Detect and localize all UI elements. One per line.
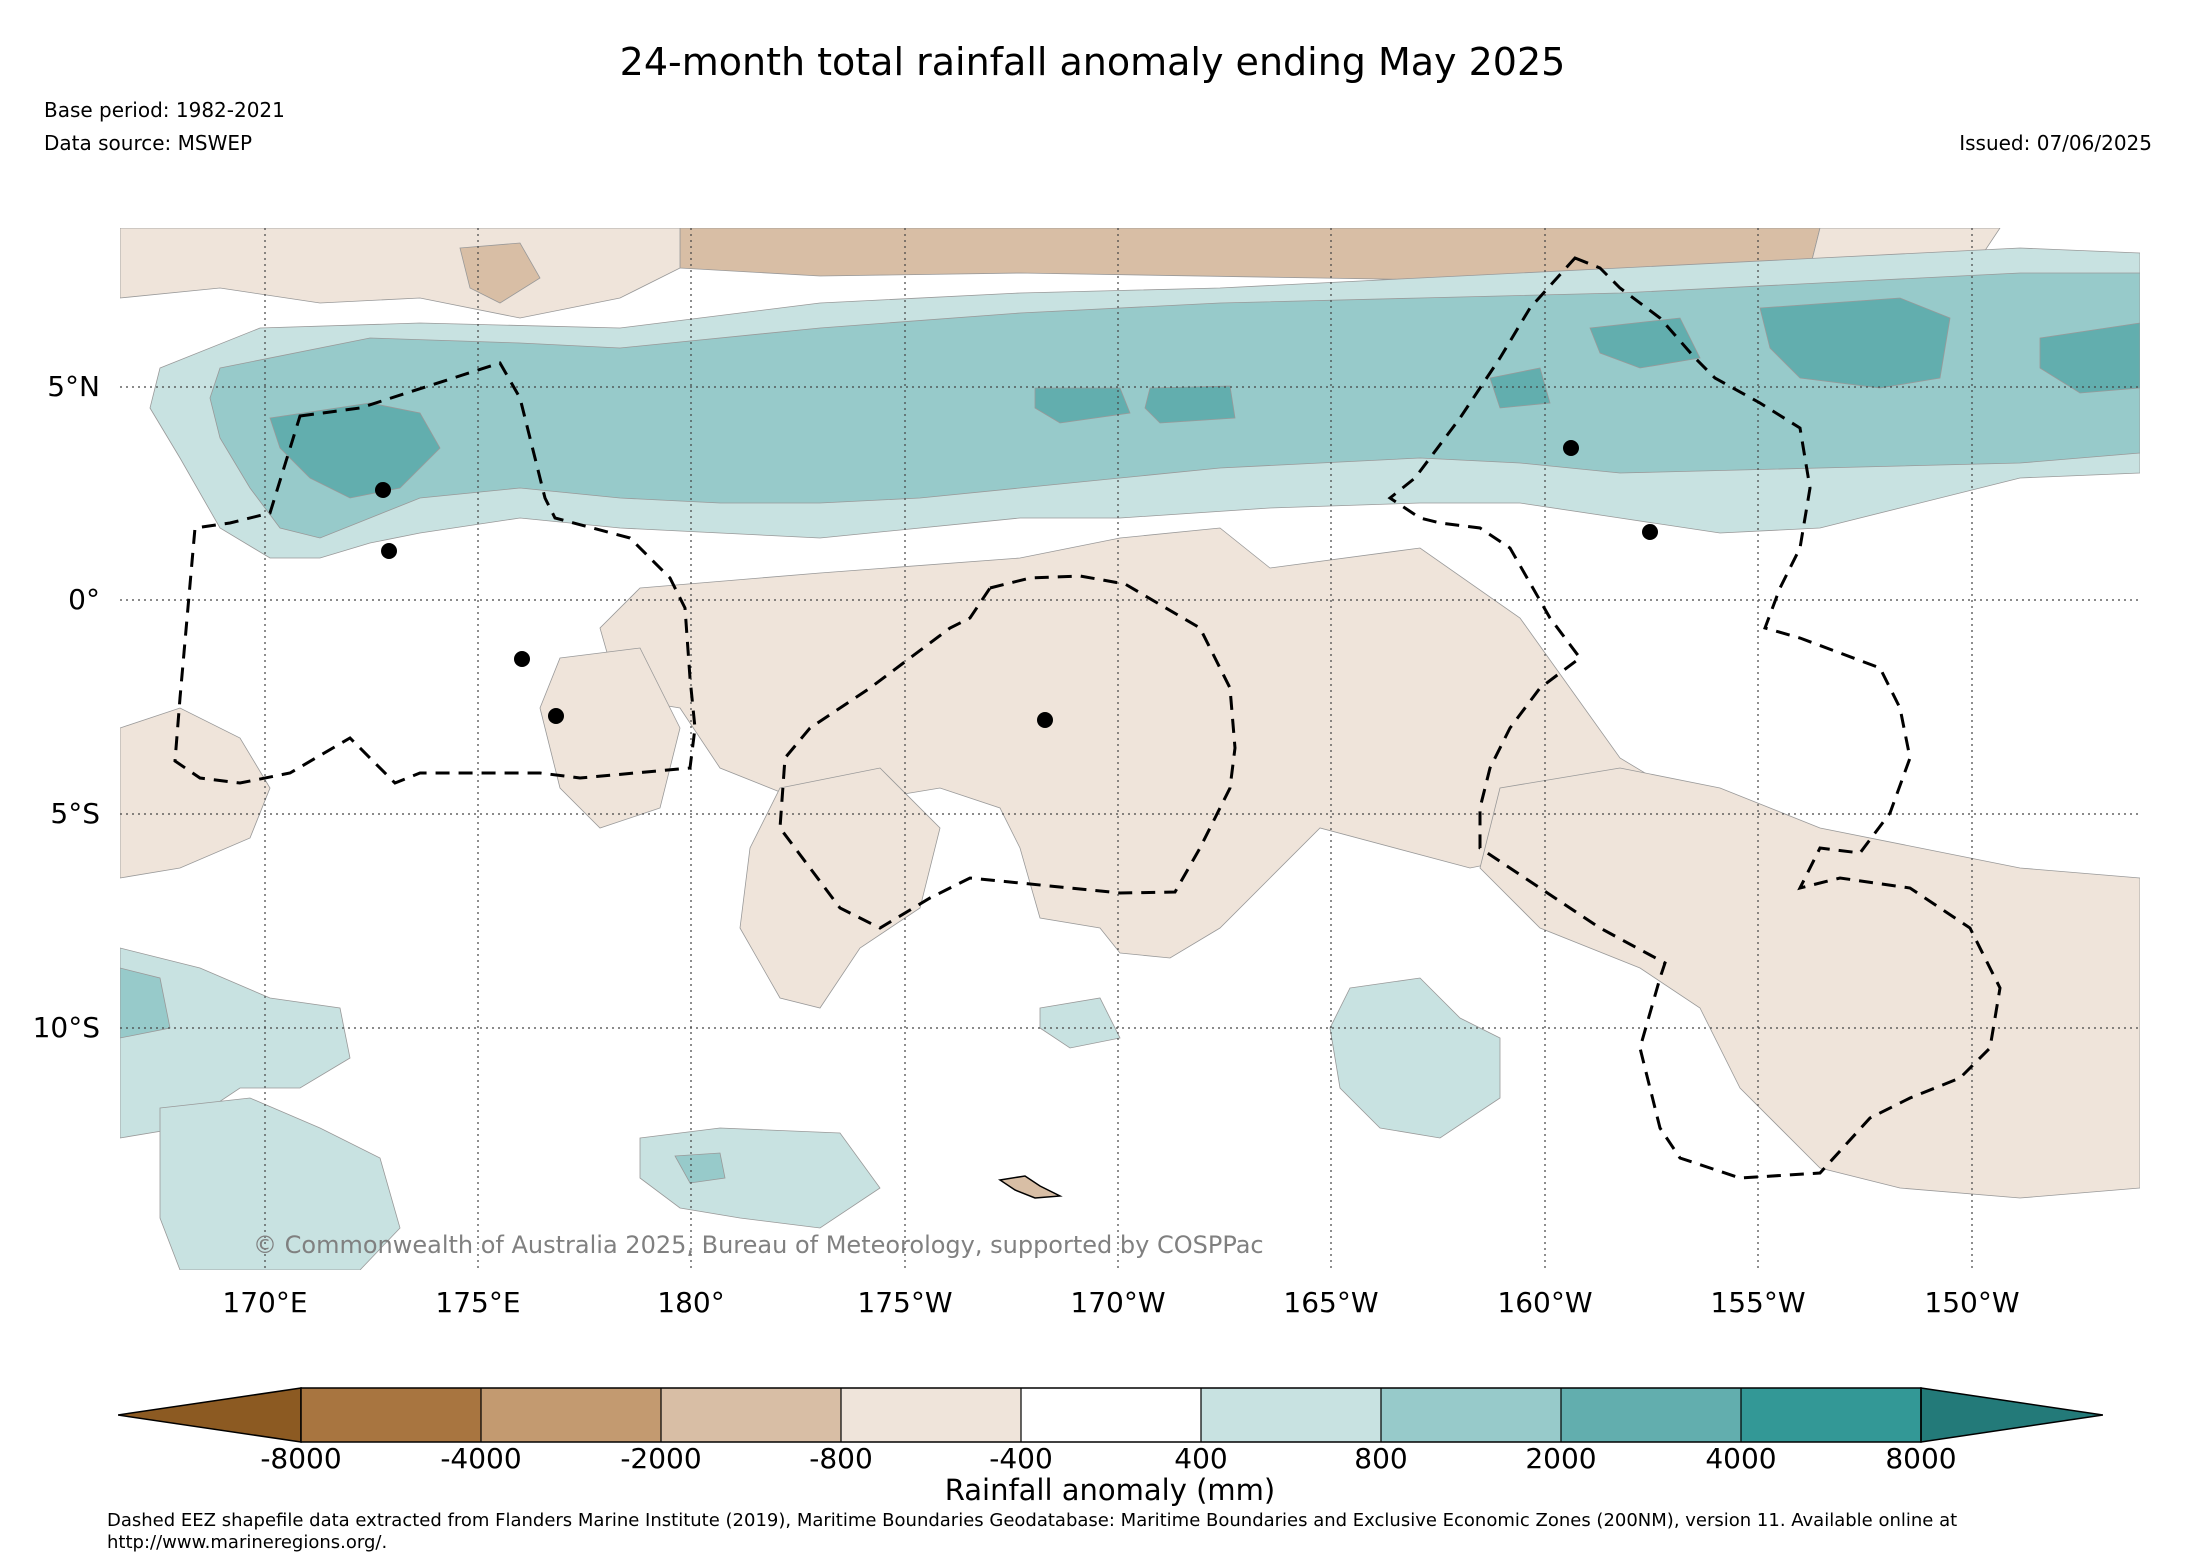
colorbar-bin	[1021, 1388, 1201, 1442]
lon-label-180: 180°	[657, 1286, 725, 1319]
lon-label-165w: 165°W	[1283, 1286, 1379, 1319]
lon-label-170w: 170°W	[1070, 1286, 1166, 1319]
colorbar-bin	[1201, 1388, 1381, 1442]
colorbar-bin	[1561, 1388, 1741, 1442]
lon-label-170e: 170°E	[222, 1286, 308, 1319]
map-canvas	[120, 228, 2140, 1270]
colorbar-bin	[661, 1388, 841, 1442]
anomaly-region-wet-dark-east	[1489, 367, 1551, 409]
anomaly-region-wet-dark-east4	[2039, 322, 2140, 394]
eez-line-islands	[1387, 256, 2002, 1180]
anomaly-region-dry-south-east	[1479, 767, 2140, 1199]
anomaly-region-wet-dark-east3	[1759, 297, 1951, 389]
anomaly-region-dry-south-mid	[739, 767, 941, 1009]
colorbar-bin	[1741, 1388, 1921, 1442]
colorbar-bin	[481, 1388, 661, 1442]
colorbar-extend-dry	[118, 1387, 302, 1443]
anomaly-region-wet-south-west2	[159, 1097, 401, 1270]
lat-label-10s: 10°S	[32, 1011, 100, 1044]
anomaly-region-dry-north-small	[459, 242, 541, 304]
lon-label-155w: 155°W	[1710, 1286, 1806, 1319]
lon-label-160w: 160°W	[1497, 1286, 1593, 1319]
island-marker	[1642, 524, 1658, 540]
colorbar-bin	[841, 1388, 1021, 1442]
rainfall-anomaly-map	[120, 228, 2140, 1270]
colorbar-extend-wet	[1920, 1387, 2103, 1443]
eez-boundaries	[173, 256, 2002, 1180]
map-title: 24-month total rainfall anomaly ending M…	[619, 40, 1566, 84]
colorbar-tick-label: 800	[1354, 1442, 1408, 1475]
anomaly-region-wet-south-central	[1329, 977, 1501, 1139]
anomaly-region-wet-dark-center	[1034, 387, 1131, 424]
colorbar-tick-label: 4000	[1705, 1442, 1777, 1475]
lat-label-5s: 5°S	[50, 797, 100, 830]
colorbar-tick-label: -4000	[440, 1442, 522, 1475]
colorbar	[118, 1387, 2103, 1443]
island-marker	[381, 543, 397, 559]
anomaly-region-wet-south-central2	[1039, 997, 1121, 1049]
anomaly-region-dry-north-light	[120, 228, 681, 319]
anomaly-region-wet-dark-west	[269, 402, 441, 499]
island-marker	[1563, 440, 1579, 456]
island-marker	[1037, 712, 1053, 728]
footnote: Dashed EEZ shapefile data extracted from…	[107, 1510, 1958, 1553]
colorbar-bin	[301, 1388, 481, 1442]
colorbar-tick-label: -800	[809, 1442, 873, 1475]
data-source: Data source: MSWEP	[44, 131, 253, 155]
base-period: Base period: 1982-2021	[44, 98, 285, 122]
colorbar-tick-label: -400	[989, 1442, 1053, 1475]
anomaly-region-dry-equatorial-west	[120, 707, 271, 879]
colorbar-tick-label: 2000	[1525, 1442, 1597, 1475]
island-marker	[548, 708, 564, 724]
colorbar-bin	[1381, 1388, 1561, 1442]
colorbar-tick-label: -2000	[620, 1442, 702, 1475]
lon-label-175e: 175°E	[435, 1286, 521, 1319]
anomaly-region-wet-dark-center2	[1144, 385, 1236, 424]
colorbar-tick-label: 8000	[1885, 1442, 1957, 1475]
island-marker	[375, 482, 391, 498]
colorbar-tick-label: 400	[1174, 1442, 1228, 1475]
anomaly-region-wet-south-west	[120, 947, 351, 1139]
graticule	[120, 228, 2140, 1270]
lat-label-5n: 5°N	[47, 370, 100, 403]
eez-phoenix	[778, 574, 1237, 930]
issued-date: Issued: 07/06/2025	[1959, 131, 2152, 155]
colorbar-tick-label: -8000	[260, 1442, 342, 1475]
anomaly-region-dry-equatorial-mid	[539, 647, 681, 829]
lon-label-175w: 175°W	[857, 1286, 953, 1319]
anomaly-region-wet-south-mid	[639, 1127, 881, 1229]
samoa-outline	[997, 1175, 1063, 1199]
lat-label-0: 0°	[68, 583, 100, 616]
copyright-credit: © Commonwealth of Australia 2025, Bureau…	[253, 1231, 1264, 1259]
island-marker	[514, 651, 530, 667]
anomaly-region-wet-south-mid-dark	[674, 1152, 726, 1184]
lon-label-150w: 150°W	[1924, 1286, 2020, 1319]
eez-kiribati-gilbert	[173, 361, 697, 785]
island-markers	[375, 440, 1658, 728]
colorbar-title: Rainfall anomaly (mm)	[944, 1473, 1276, 1507]
